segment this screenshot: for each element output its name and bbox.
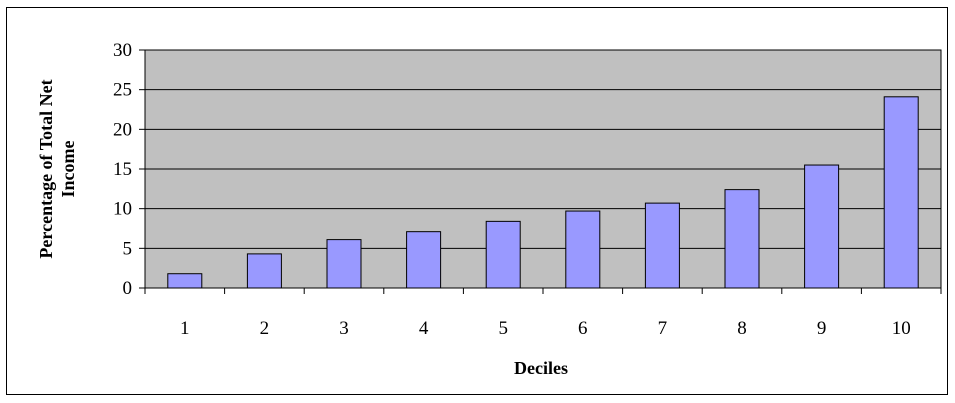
bar-decile-2 bbox=[246, 253, 282, 289]
gridlines bbox=[145, 49, 941, 249]
bar-decile-6 bbox=[565, 210, 601, 289]
y-tick-label: 5 bbox=[123, 238, 133, 259]
x-tick-label: 4 bbox=[419, 318, 429, 339]
y-tick-labels: 0 5 10 15 20 25 30 bbox=[113, 40, 132, 299]
x-tick-label: 6 bbox=[578, 318, 588, 339]
x-tick-label: 8 bbox=[737, 318, 747, 339]
x-axis-title: Deciles bbox=[514, 358, 568, 378]
y-tick-label: 20 bbox=[113, 119, 132, 140]
y-axis-title-line: Income bbox=[58, 141, 78, 198]
bar-decile-4 bbox=[406, 231, 442, 289]
bar-decile-3 bbox=[326, 239, 362, 289]
bar-decile-8 bbox=[724, 189, 760, 289]
bar-decile-5 bbox=[485, 220, 521, 289]
bar-decile-1 bbox=[167, 273, 203, 289]
y-axis-title: Percentage of Total Net Income bbox=[36, 79, 78, 258]
x-tick-label: 3 bbox=[339, 318, 349, 339]
y-tick-label: 25 bbox=[113, 80, 132, 101]
y-tick-label: 15 bbox=[113, 159, 132, 180]
x-tick-label: 10 bbox=[892, 318, 911, 339]
y-tick-label: 0 bbox=[123, 278, 133, 299]
x-tick-label: 2 bbox=[260, 318, 270, 339]
bars bbox=[167, 96, 919, 289]
x-tick-label: 1 bbox=[180, 318, 190, 339]
bar-decile-7 bbox=[644, 202, 680, 289]
axes bbox=[139, 49, 942, 294]
y-tick-label: 10 bbox=[113, 199, 132, 220]
bar-decile-9 bbox=[804, 164, 840, 289]
y-tick-label: 30 bbox=[113, 40, 132, 61]
x-tick-label: 5 bbox=[498, 318, 508, 339]
bar-decile-10 bbox=[883, 96, 919, 289]
x-tick-labels: 1 2 3 4 5 6 7 8 9 10 bbox=[180, 318, 911, 339]
x-tick-label: 9 bbox=[817, 318, 827, 339]
y-axis-title-line: Percentage of Total Net bbox=[36, 79, 56, 258]
x-tick-label: 7 bbox=[658, 318, 668, 339]
